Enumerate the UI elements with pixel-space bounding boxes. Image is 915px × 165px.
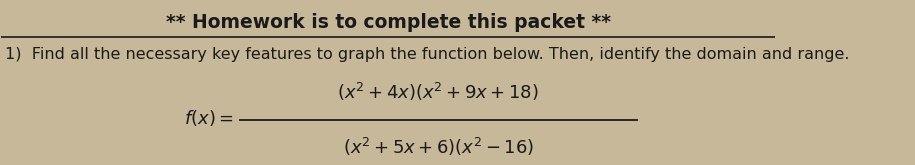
Text: 1)  Find all the necessary key features to graph the function below. Then, ident: 1) Find all the necessary key features t…	[5, 47, 850, 62]
Text: $(x^2+4x)(x^2+9x+18)$: $(x^2+4x)(x^2+9x+18)$	[338, 81, 539, 103]
Text: ** Homework is to complete this packet **: ** Homework is to complete this packet *…	[166, 13, 610, 32]
Text: $(x^2+5x+6)(x^2-16)$: $(x^2+5x+6)(x^2-16)$	[343, 136, 534, 158]
Text: $f(x) = $: $f(x) = $	[184, 108, 233, 128]
